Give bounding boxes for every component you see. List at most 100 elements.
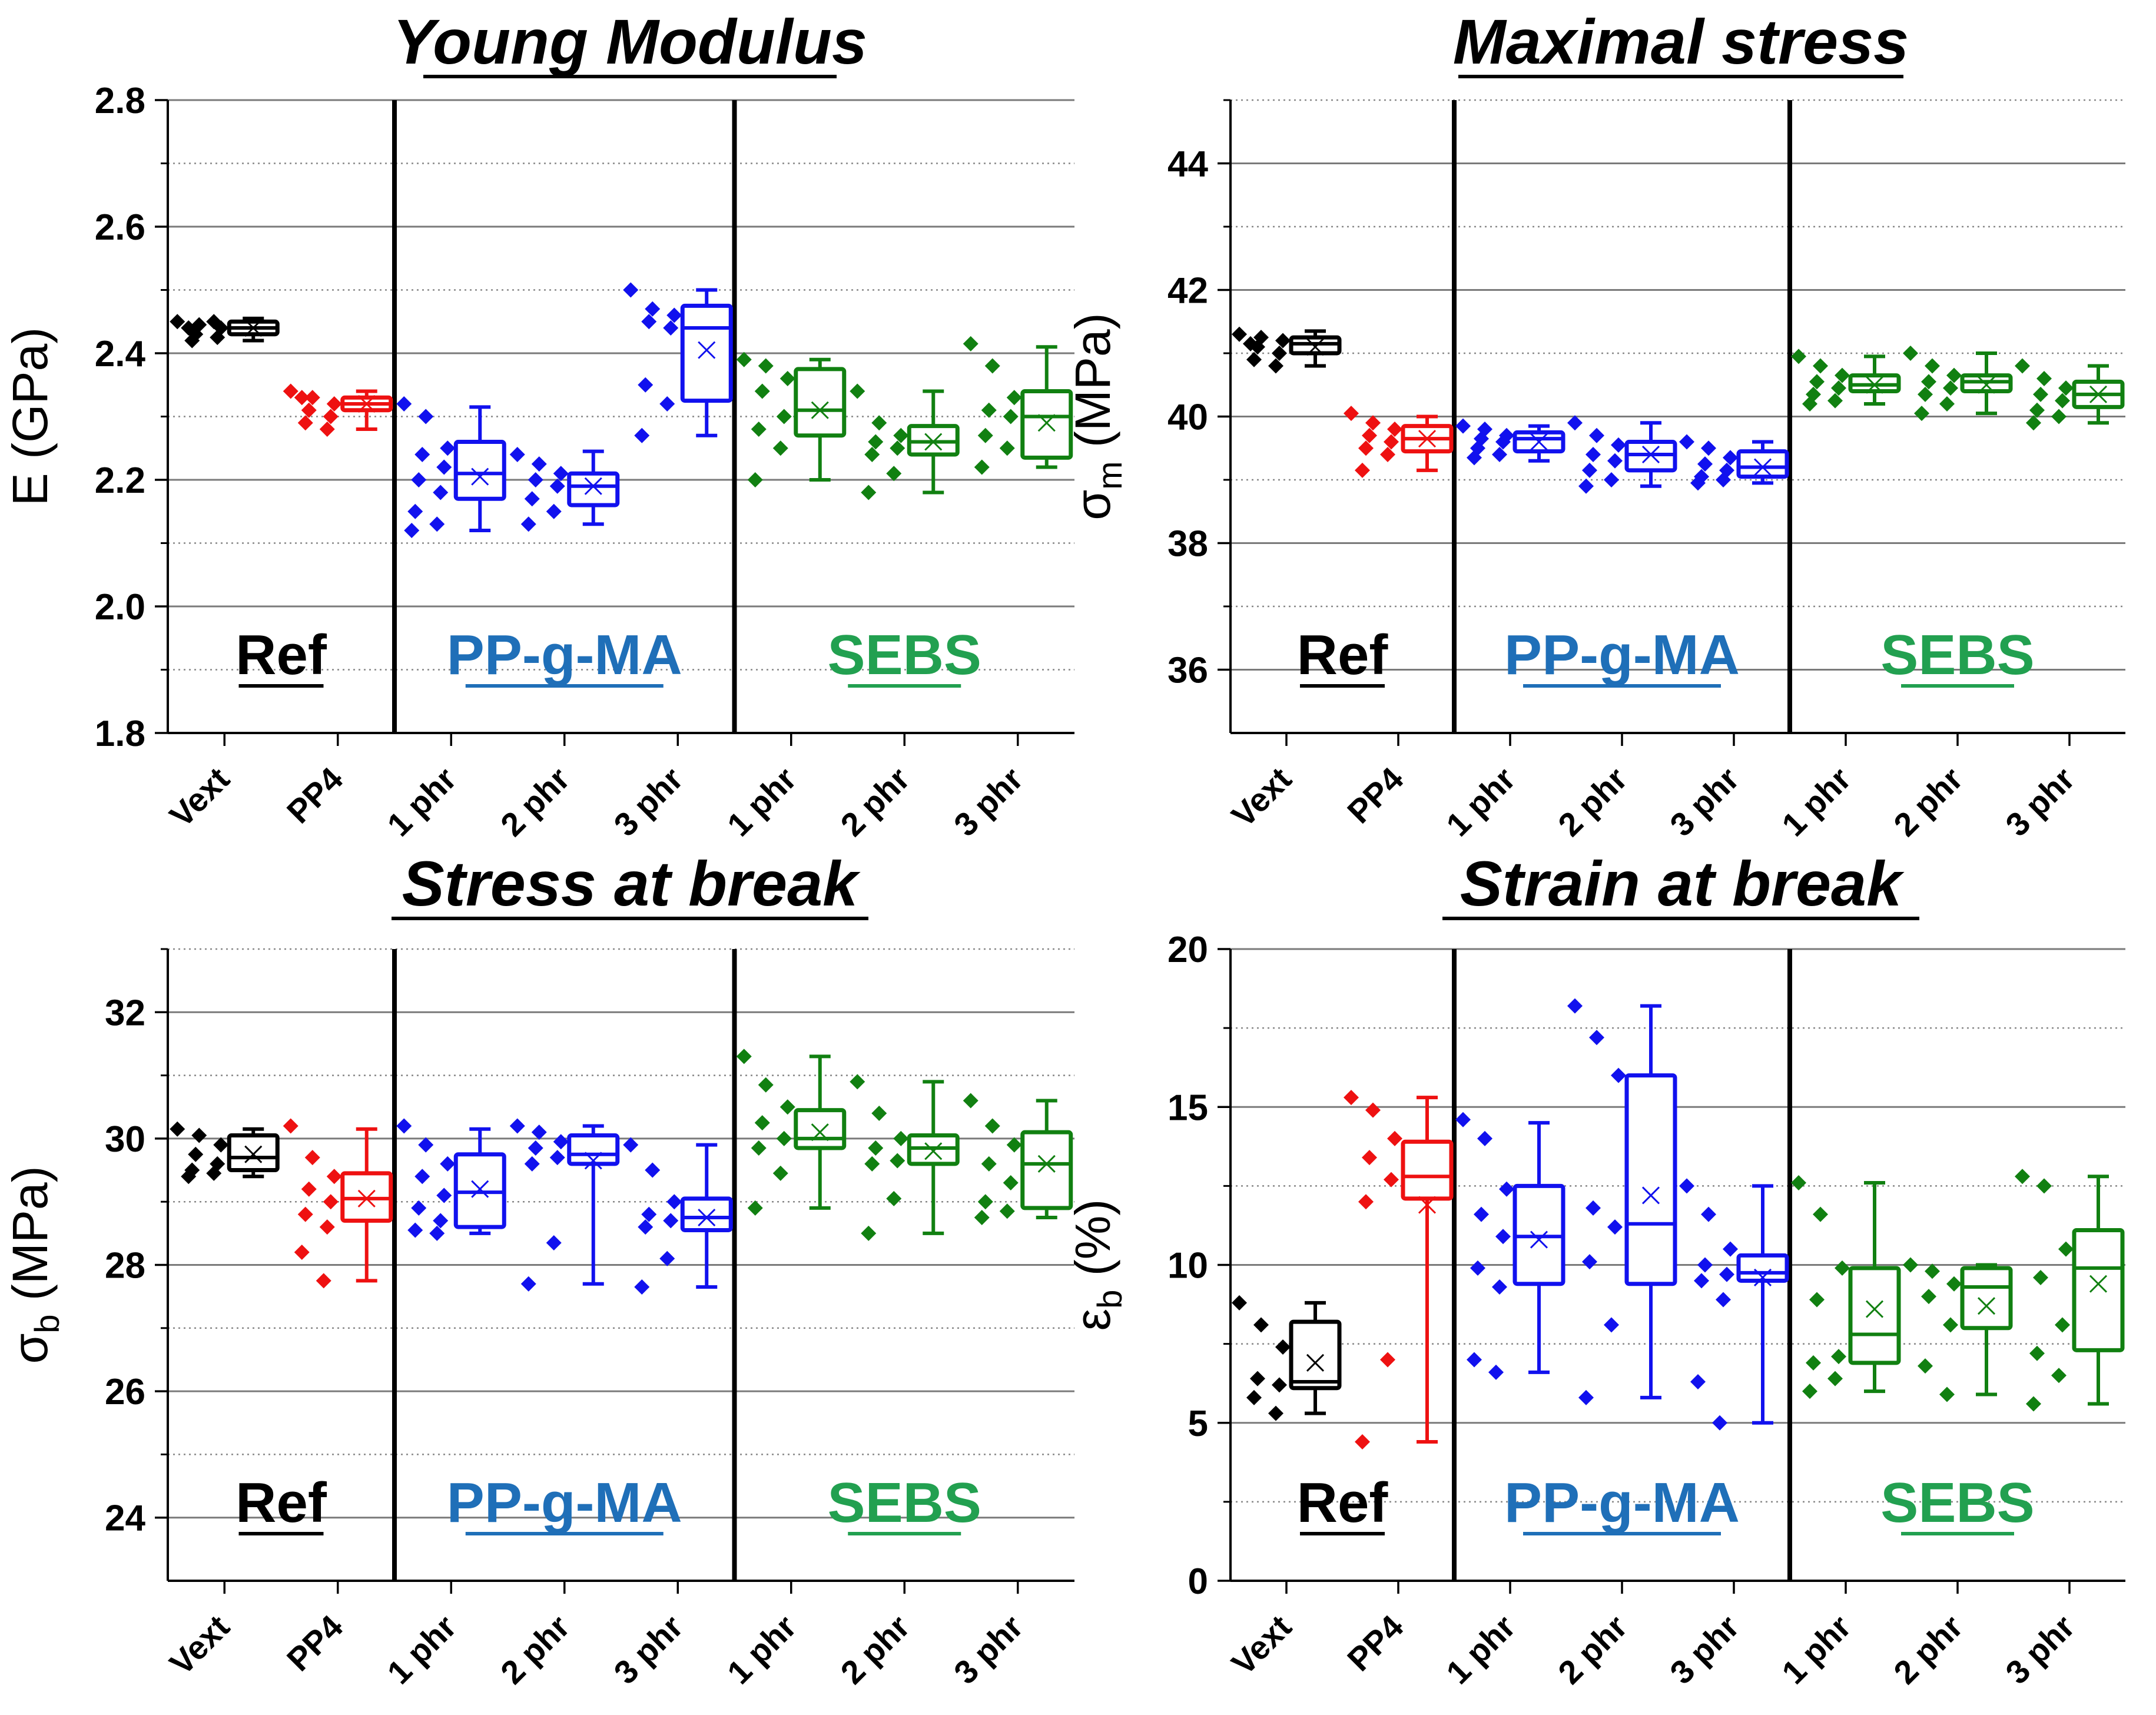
data-point: [751, 1140, 767, 1156]
box-iqr: [1289, 1319, 1342, 1391]
data-point: [1272, 346, 1287, 361]
box-iqr: [794, 367, 847, 438]
data-point: [1723, 450, 1738, 466]
x-tick-label: 1 phr: [380, 760, 463, 843]
data-point: [623, 1137, 639, 1153]
data-point: [414, 447, 430, 462]
data-point: [1946, 1276, 1962, 1292]
data-point: [1690, 475, 1706, 491]
data-point: [2029, 402, 2045, 418]
data-point: [963, 336, 979, 351]
mean-marker: [1977, 1297, 1996, 1315]
chart-title: Strain at break: [1460, 848, 1905, 919]
data-point: [1723, 1241, 1738, 1257]
data-point: [404, 523, 420, 538]
mean-marker: [924, 433, 943, 451]
data-point: [754, 1115, 770, 1131]
data-point: [553, 466, 569, 482]
data-point: [1813, 358, 1828, 374]
data-point: [850, 1074, 865, 1090]
data-point: [1827, 393, 1843, 409]
data-point: [1827, 1371, 1843, 1386]
data-point: [1253, 1317, 1269, 1333]
data-point: [1358, 1194, 1374, 1210]
box-plot-3: [1567, 415, 1677, 494]
mean-marker: [244, 1145, 263, 1163]
data-point: [407, 1222, 423, 1238]
data-point: [1250, 1371, 1265, 1386]
data-point: [549, 478, 565, 494]
y-tick-label: 28: [105, 1246, 145, 1286]
y-tick-label: 40: [1167, 397, 1208, 438]
data-point: [1701, 1206, 1716, 1222]
data-point: [436, 1187, 452, 1203]
data-point: [747, 472, 763, 487]
data-point: [861, 485, 877, 500]
data-point: [974, 1210, 990, 1226]
x-tick-label: PP4: [280, 760, 350, 830]
box-plot-4: [1679, 434, 1789, 491]
data-point: [1387, 422, 1402, 437]
box-plot-6: [850, 1074, 960, 1241]
data-point: [509, 447, 525, 462]
data-point: [1831, 380, 1846, 396]
data-point: [181, 320, 197, 336]
data-point: [1611, 437, 1626, 453]
data-point: [2029, 1345, 2045, 1361]
mean-marker: [1977, 376, 1996, 394]
data-point: [736, 1049, 752, 1064]
data-point: [1567, 415, 1583, 431]
box-plot-1: [1344, 406, 1454, 478]
data-point: [1275, 1339, 1291, 1355]
y-axis-label-symbol: σ: [2, 1333, 58, 1364]
group-label: SEBS: [828, 623, 981, 686]
data-point: [301, 402, 317, 418]
y-tick-label: 2.8: [95, 81, 145, 121]
x-tick-label: 2 phr: [1551, 760, 1634, 843]
data-point: [1586, 447, 1601, 462]
x-tick-label: 1 phr: [1439, 1608, 1522, 1691]
data-point: [1578, 1389, 1594, 1405]
data-point: [1939, 396, 1955, 412]
data-point: [1355, 1434, 1370, 1449]
data-point: [977, 1194, 993, 1210]
mean-marker: [1641, 445, 1660, 464]
data-point: [1604, 1317, 1619, 1333]
y-tick-label: 2.4: [95, 334, 146, 374]
y-tick-label: 0: [1188, 1561, 1208, 1602]
data-point: [1246, 1389, 1262, 1405]
data-point: [181, 1169, 197, 1185]
data-point: [663, 1213, 679, 1229]
data-point: [418, 1137, 434, 1153]
box-iqr: [227, 1133, 280, 1173]
data-point: [1918, 1358, 1933, 1374]
data-point: [170, 314, 185, 330]
data-point: [1232, 1295, 1247, 1311]
x-tick-label: 3 phr: [1663, 1608, 1746, 1691]
box-plot-0: [170, 314, 280, 349]
y-tick-label: 44: [1167, 144, 1208, 185]
y-axis-label: σb (MPa): [2, 1166, 67, 1364]
panel-stress-at-break: Stress at break 24 26 28 30 32 σb (MPa) Vext PP4…: [2, 848, 1074, 1691]
box-plot-1: [1344, 1090, 1454, 1449]
data-point: [170, 1121, 185, 1137]
data-point: [1925, 1263, 1940, 1279]
box-plot-2: [1455, 418, 1565, 466]
mean-marker: [1753, 458, 1772, 476]
data-point: [1690, 1374, 1706, 1390]
box-plot-7: [963, 1093, 1073, 1226]
box-plot-1: [283, 1118, 393, 1289]
data-point: [520, 1276, 536, 1292]
box-plot-6: [1903, 346, 2013, 422]
data-point: [1918, 386, 1933, 402]
data-point: [1607, 453, 1623, 469]
data-point: [1362, 427, 1377, 443]
data-point: [1567, 998, 1583, 1014]
data-point: [1611, 1067, 1626, 1083]
y-tick-label: 38: [1167, 524, 1208, 565]
data-point: [776, 1130, 792, 1146]
data-point: [1477, 1130, 1492, 1146]
data-point: [2033, 1269, 2048, 1285]
data-point: [868, 434, 884, 450]
data-point: [2026, 415, 2041, 431]
